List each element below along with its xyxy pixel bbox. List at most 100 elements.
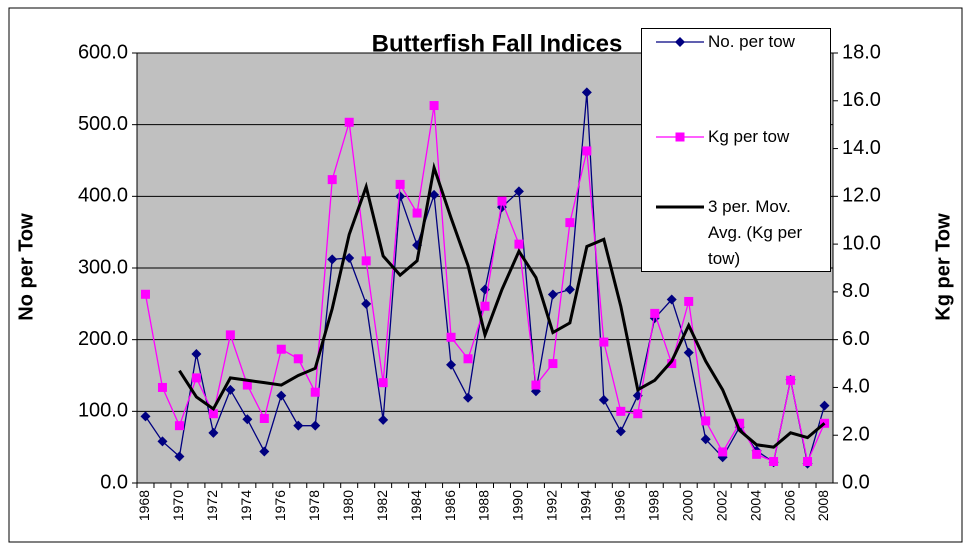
x-tick-label: 1996 — [612, 490, 628, 521]
marker — [225, 384, 236, 395]
y2-axis-title: Kg per Tow — [932, 213, 954, 321]
marker — [378, 378, 388, 388]
x-tick-label: 1986 — [442, 490, 458, 521]
marker — [293, 420, 304, 431]
y2-tick-label: 6.0 — [842, 328, 870, 350]
x-tick-label: 1972 — [204, 490, 220, 521]
legend-swatch — [656, 132, 704, 142]
marker — [174, 421, 184, 431]
marker — [463, 354, 473, 364]
legend-label: Kg per tow — [708, 127, 790, 146]
marker — [157, 382, 167, 392]
y-tick-label: 500.0 — [78, 113, 128, 135]
marker — [650, 308, 660, 318]
legend-entry: Kg per tow — [642, 124, 830, 155]
marker — [293, 354, 303, 364]
x-tick-label: 1990 — [510, 490, 526, 521]
marker — [480, 301, 490, 311]
marker — [786, 375, 796, 385]
marker — [531, 380, 541, 390]
marker — [310, 387, 320, 397]
y-tick-label: 200.0 — [78, 328, 128, 350]
marker — [565, 218, 575, 228]
x-tick-label: 1994 — [578, 490, 594, 521]
marker — [395, 191, 406, 202]
marker — [225, 330, 235, 340]
marker — [463, 392, 474, 403]
marker — [819, 400, 830, 411]
marker — [429, 101, 439, 111]
marker — [361, 256, 371, 266]
marker — [208, 409, 218, 419]
marker — [616, 406, 626, 416]
marker — [752, 449, 762, 459]
y2-tick-label: 2.0 — [842, 424, 870, 446]
marker — [564, 284, 575, 295]
marker — [412, 208, 422, 218]
marker — [174, 451, 185, 462]
y-axis-title: No per Tow — [15, 213, 37, 321]
marker — [581, 87, 592, 98]
x-tick-label: 1970 — [170, 490, 186, 521]
legend-swatch — [656, 205, 704, 209]
y-tick-label: 400.0 — [78, 185, 128, 207]
marker — [191, 373, 201, 383]
marker — [684, 296, 694, 306]
chart-title: Butterfish Fall Indices — [372, 30, 623, 57]
legend-swatch — [656, 37, 704, 47]
marker — [242, 414, 253, 425]
marker — [191, 349, 202, 359]
x-tick-label: 2008 — [815, 490, 831, 521]
marker — [700, 434, 711, 445]
marker — [157, 436, 168, 447]
marker — [276, 390, 287, 401]
y-tick-label: 300.0 — [78, 256, 128, 278]
marker — [361, 298, 372, 309]
legend-entry: 3 per. Mov. Avg. (Kg per tow) — [642, 194, 830, 268]
marker — [242, 380, 252, 390]
marker — [548, 359, 558, 369]
marker — [598, 394, 609, 405]
marker — [735, 418, 745, 428]
x-tick-label: 2006 — [781, 490, 797, 521]
marker — [395, 179, 405, 189]
x-tick-label: 2004 — [747, 490, 763, 521]
x-tick-label: 1992 — [544, 490, 560, 521]
marker — [667, 359, 677, 369]
legend-entry: No. per tow — [642, 29, 830, 60]
marker — [310, 420, 321, 431]
marker — [633, 409, 643, 419]
marker — [769, 457, 779, 466]
marker — [344, 117, 354, 127]
marker — [513, 186, 524, 197]
x-tick-label: 1976 — [272, 490, 288, 521]
y2-tick-label: 8.0 — [842, 280, 870, 302]
x-tick-label: 1974 — [238, 490, 254, 521]
marker — [497, 196, 507, 206]
marker — [259, 414, 269, 423]
marker — [599, 337, 609, 347]
marker — [259, 446, 270, 457]
x-tick-label: 1988 — [476, 490, 492, 521]
marker — [446, 359, 457, 370]
y-tick-label: 600.0 — [78, 41, 128, 63]
legend: No. per tow Kg per tow 3 per. Mov. Avg. (K… — [641, 28, 831, 272]
legend-label: 3 per. Mov. Avg. (Kg per tow) — [708, 197, 803, 268]
x-tick-label: 1984 — [408, 490, 424, 521]
marker — [276, 344, 286, 354]
marker — [675, 132, 685, 142]
marker — [675, 37, 685, 47]
y-tick-label: 0.0 — [100, 471, 128, 493]
marker — [378, 414, 389, 425]
marker — [582, 146, 592, 156]
marker — [803, 457, 813, 466]
marker — [429, 189, 440, 200]
legend-label: No. per tow — [708, 32, 795, 51]
x-tick-label: 1980 — [340, 490, 356, 521]
marker — [327, 254, 338, 265]
x-tick-label: 1998 — [645, 490, 661, 521]
y2-tick-label: 0.0 — [842, 471, 870, 493]
marker — [615, 426, 626, 437]
y-tick-label: 100.0 — [78, 400, 128, 422]
